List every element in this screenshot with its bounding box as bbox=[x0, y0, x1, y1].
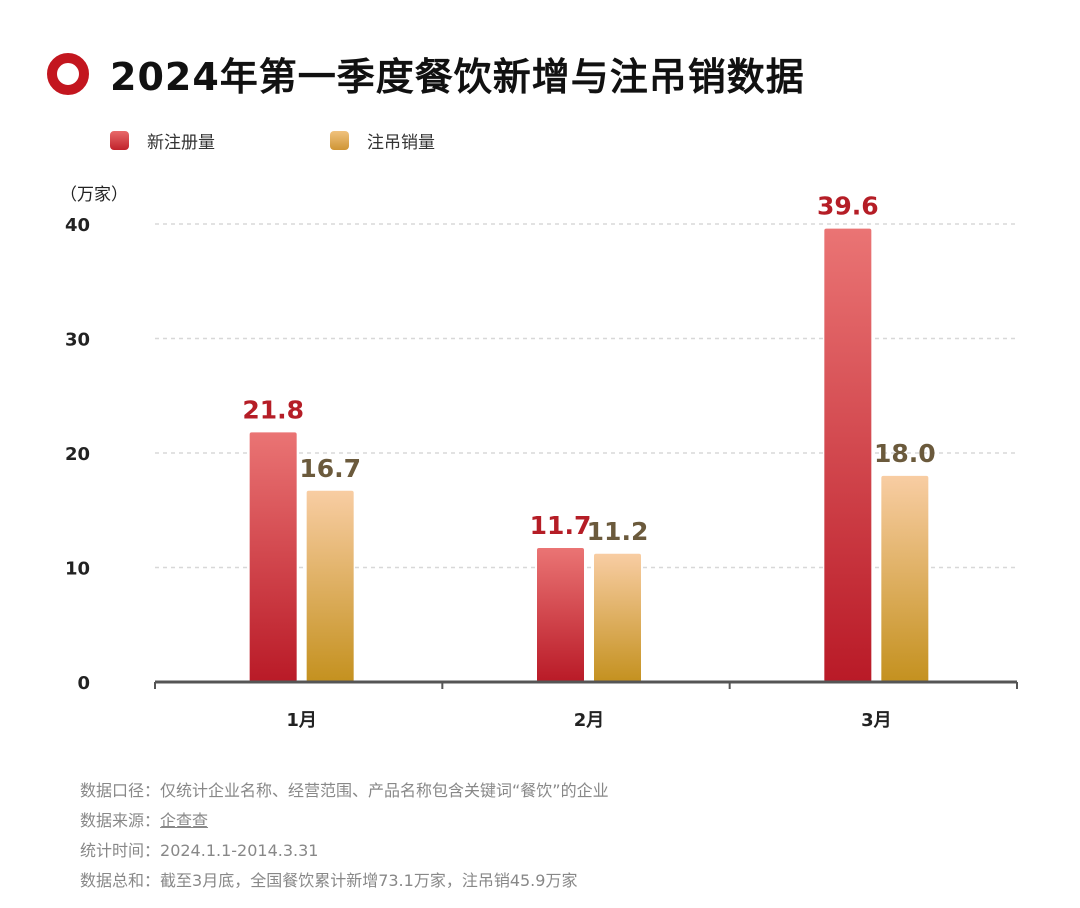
y-tick-label: 30 bbox=[65, 330, 90, 351]
note-total: 数据总和：截至3月底，全国餐饮累计新增73.1万家，注吊销45.9万家 bbox=[80, 866, 609, 896]
data-label: 39.6 bbox=[817, 192, 879, 221]
note-label: 数据来源： bbox=[80, 811, 161, 830]
legend-swatch-red bbox=[110, 131, 129, 150]
legend-swatch-gold bbox=[330, 131, 349, 150]
note-label: 数据总和： bbox=[80, 871, 161, 890]
data-label: 11.2 bbox=[587, 517, 649, 546]
note-label: 统计时间： bbox=[80, 841, 161, 860]
note-text: 仅统计企业名称、经营范围、产品名称包含关键词“餐饮”的企业 bbox=[160, 781, 609, 800]
x-tick-label: 3月 bbox=[861, 710, 892, 731]
bar-cancel bbox=[594, 553, 641, 682]
data-label: 11.7 bbox=[530, 511, 592, 540]
note-text: 2024.1.1-2014.3.31 bbox=[160, 841, 319, 860]
note-label: 数据口径： bbox=[80, 781, 161, 800]
y-tick-label: 40 bbox=[65, 215, 90, 236]
bar-new bbox=[537, 548, 584, 682]
y-tick-label: 20 bbox=[65, 444, 90, 465]
title-ring-icon bbox=[47, 53, 89, 95]
bar-cancel bbox=[881, 475, 929, 682]
x-tick-label: 2月 bbox=[574, 710, 605, 731]
note-text: 截至3月底，全国餐饮累计新增73.1万家，注吊销45.9万家 bbox=[160, 871, 578, 890]
source-link[interactable]: 企查查 bbox=[160, 811, 209, 830]
bar-new bbox=[824, 228, 872, 682]
y-tick-label: 0 bbox=[77, 673, 90, 694]
legend-label: 注吊销量 bbox=[367, 133, 435, 153]
x-tick-label: 1月 bbox=[286, 710, 317, 731]
legend-label: 新注册量 bbox=[147, 133, 215, 153]
y-axis-unit: （万家） bbox=[60, 185, 128, 205]
note-source: 数据来源：企查查 bbox=[80, 806, 609, 836]
bar-cancel bbox=[306, 490, 354, 682]
note-period: 统计时间：2024.1.1-2014.3.31 bbox=[80, 836, 609, 866]
data-label: 21.8 bbox=[242, 395, 304, 424]
footnotes: 数据口径：仅统计企业名称、经营范围、产品名称包含关键词“餐饮”的企业 数据来源：… bbox=[80, 776, 609, 896]
bar-chart: 21.8 16.7 11.711.2 39.6 18.0 0 10 20 30 40 1月 2月 3月 bbox=[65, 192, 1018, 731]
chart-title: 2024年第一季度餐饮新增与注吊销数据 bbox=[110, 55, 805, 99]
legend-item-new: 新注册量 bbox=[110, 128, 215, 153]
bar-new bbox=[249, 432, 297, 682]
legend-item-cancel: 注吊销量 bbox=[330, 128, 435, 153]
y-tick-label: 10 bbox=[65, 559, 90, 580]
note-scope: 数据口径：仅统计企业名称、经营范围、产品名称包含关键词“餐饮”的企业 bbox=[80, 776, 609, 806]
data-label: 16.7 bbox=[299, 454, 361, 483]
data-label: 18.0 bbox=[874, 439, 936, 468]
